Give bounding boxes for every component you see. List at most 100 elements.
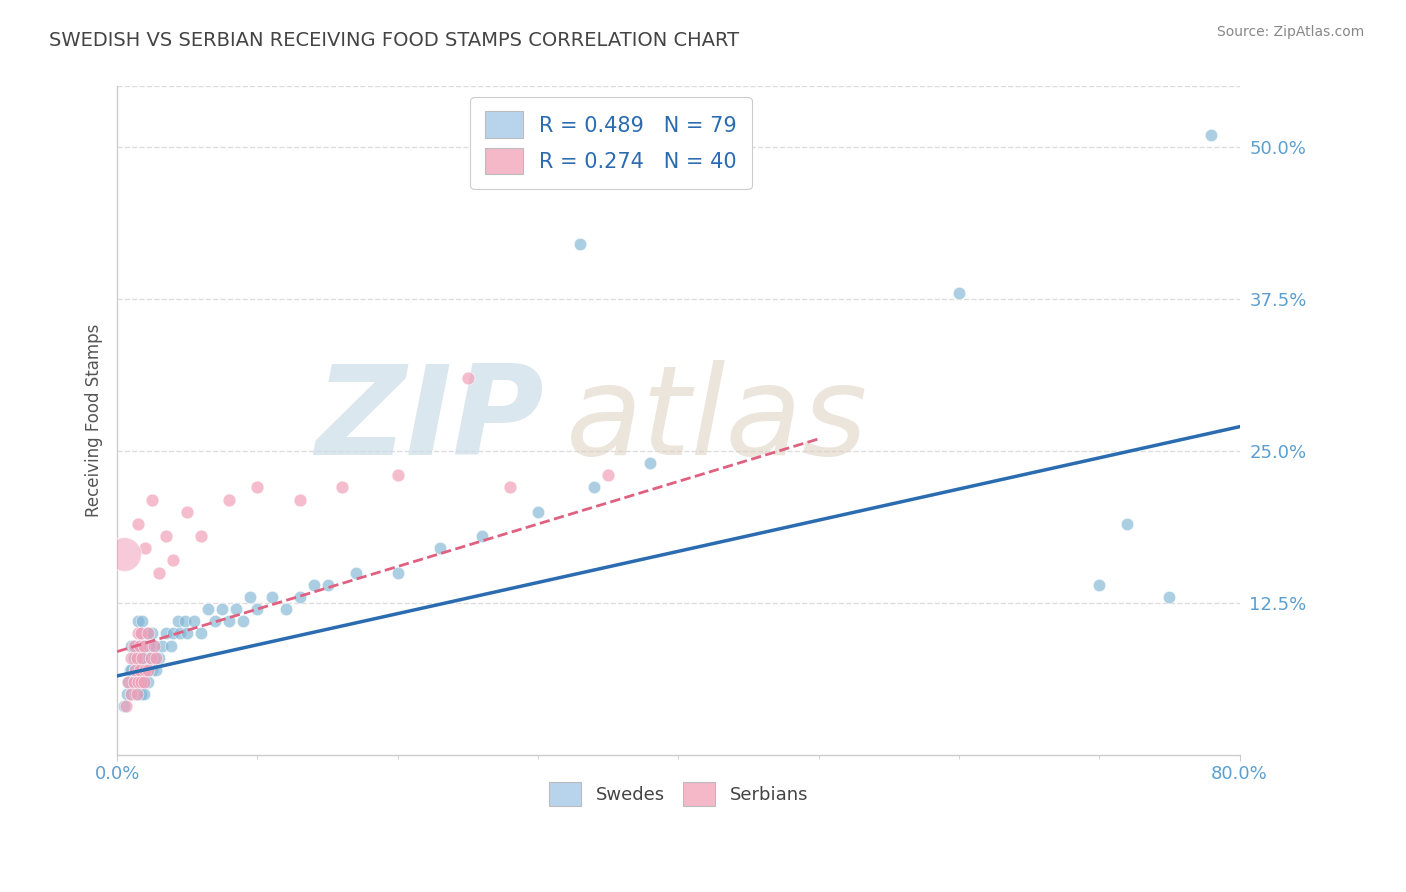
Point	[136, 675, 159, 690]
Point	[218, 614, 240, 628]
Point	[122, 650, 145, 665]
Point	[316, 578, 339, 592]
Point	[162, 626, 184, 640]
Point	[211, 602, 233, 616]
Y-axis label: Receiving Food Stamps: Receiving Food Stamps	[86, 324, 103, 517]
Point	[125, 675, 148, 690]
Point	[122, 639, 145, 653]
Point	[429, 541, 451, 556]
Point	[127, 639, 149, 653]
Point	[143, 639, 166, 653]
Point	[139, 650, 162, 665]
Point	[125, 687, 148, 701]
Point	[112, 547, 135, 561]
Point	[141, 626, 163, 640]
Point	[129, 687, 152, 701]
Point	[138, 663, 160, 677]
Point	[457, 371, 479, 385]
Point	[115, 687, 138, 701]
Point	[640, 456, 662, 470]
Point	[225, 602, 247, 616]
Point	[142, 639, 165, 653]
Point	[145, 663, 167, 677]
Point	[129, 626, 152, 640]
Point	[948, 285, 970, 300]
Point	[127, 614, 149, 628]
Point	[1201, 128, 1223, 142]
Point	[118, 663, 141, 677]
Text: ZIP: ZIP	[315, 360, 544, 481]
Point	[114, 699, 136, 714]
Point	[128, 663, 150, 677]
Point	[344, 566, 367, 580]
Point	[124, 687, 146, 701]
Point	[246, 481, 269, 495]
Point	[173, 614, 195, 628]
Point	[527, 505, 550, 519]
Point	[141, 492, 163, 507]
Point	[134, 675, 156, 690]
Point	[120, 663, 142, 677]
Point	[125, 650, 148, 665]
Point	[128, 675, 150, 690]
Point	[125, 650, 148, 665]
Point	[148, 566, 170, 580]
Point	[302, 578, 325, 592]
Point	[260, 590, 283, 604]
Point	[1088, 578, 1111, 592]
Point	[288, 590, 311, 604]
Point	[136, 650, 159, 665]
Point	[129, 626, 152, 640]
Point	[131, 650, 153, 665]
Point	[136, 626, 159, 640]
Point	[141, 663, 163, 677]
Text: Source: ZipAtlas.com: Source: ZipAtlas.com	[1216, 25, 1364, 39]
Point	[197, 602, 219, 616]
Point	[131, 650, 153, 665]
Point	[128, 650, 150, 665]
Text: SWEDISH VS SERBIAN RECEIVING FOOD STAMPS CORRELATION CHART: SWEDISH VS SERBIAN RECEIVING FOOD STAMPS…	[49, 31, 740, 50]
Point	[204, 614, 226, 628]
Point	[117, 675, 139, 690]
Point	[131, 614, 153, 628]
Point	[120, 650, 142, 665]
Point	[134, 663, 156, 677]
Point	[131, 675, 153, 690]
Point	[129, 675, 152, 690]
Point	[232, 614, 254, 628]
Point	[246, 602, 269, 616]
Point	[183, 614, 205, 628]
Point	[138, 639, 160, 653]
Point	[132, 639, 155, 653]
Point	[162, 553, 184, 567]
Point	[190, 529, 212, 543]
Point	[134, 541, 156, 556]
Point	[127, 675, 149, 690]
Point	[127, 663, 149, 677]
Point	[142, 650, 165, 665]
Point	[155, 529, 177, 543]
Point	[124, 639, 146, 653]
Point	[155, 626, 177, 640]
Point	[583, 481, 606, 495]
Point	[190, 626, 212, 640]
Point	[569, 237, 592, 252]
Point	[169, 626, 191, 640]
Point	[124, 663, 146, 677]
Point	[274, 602, 297, 616]
Point	[129, 663, 152, 677]
Point	[136, 663, 159, 677]
Point	[120, 687, 142, 701]
Point	[148, 650, 170, 665]
Point	[218, 492, 240, 507]
Point	[124, 663, 146, 677]
Point	[112, 699, 135, 714]
Point	[132, 650, 155, 665]
Point	[176, 626, 198, 640]
Point	[159, 639, 181, 653]
Point	[120, 687, 142, 701]
Point	[288, 492, 311, 507]
Point	[132, 687, 155, 701]
Point	[139, 650, 162, 665]
Point	[387, 566, 409, 580]
